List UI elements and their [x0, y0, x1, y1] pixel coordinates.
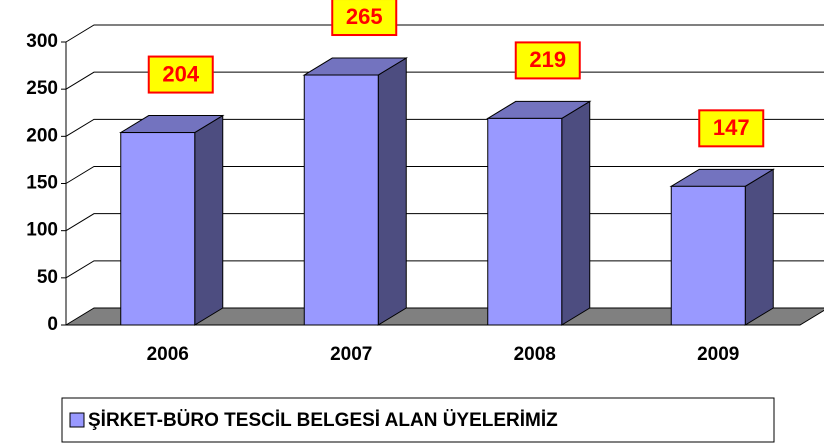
- bar: [487, 117, 563, 326]
- y-tick-label: 0: [47, 314, 58, 335]
- bar: [670, 185, 746, 326]
- x-tick-label: 2007: [330, 344, 372, 365]
- y-tick-label: 300: [26, 31, 58, 52]
- bar-side: [377, 57, 407, 326]
- grid-line: [65, 24, 824, 43]
- data-label: 204: [162, 61, 199, 86]
- grid-line: [65, 71, 824, 90]
- bar: [303, 74, 379, 326]
- bar: [120, 132, 196, 326]
- data-label-box: [514, 41, 581, 80]
- data-label-box: [147, 55, 214, 94]
- y-tick-label: 200: [26, 125, 58, 146]
- bar-side: [561, 100, 591, 326]
- legend-box: [61, 397, 775, 443]
- y-tick-label: 100: [26, 220, 58, 241]
- y-tick-label: 250: [26, 78, 58, 99]
- bar-side: [194, 114, 224, 326]
- legend-label: ŞİRKET-BÜRO TESCİL BELGESİ ALAN ÜYELERİM…: [88, 410, 558, 431]
- data-label-box: [698, 109, 765, 148]
- y-tick-label: 150: [26, 173, 58, 194]
- x-tick-label: 2008: [514, 344, 556, 365]
- data-label: 219: [529, 47, 566, 72]
- data-label: 265: [346, 4, 383, 29]
- data-label: 147: [713, 115, 750, 140]
- legend-swatch: [69, 412, 85, 428]
- x-tick-label: 2006: [147, 344, 189, 365]
- data-label-box: [331, 0, 398, 37]
- bar-side: [744, 168, 774, 326]
- x-tick-label: 2009: [697, 344, 739, 365]
- y-tick-label: 50: [37, 267, 58, 288]
